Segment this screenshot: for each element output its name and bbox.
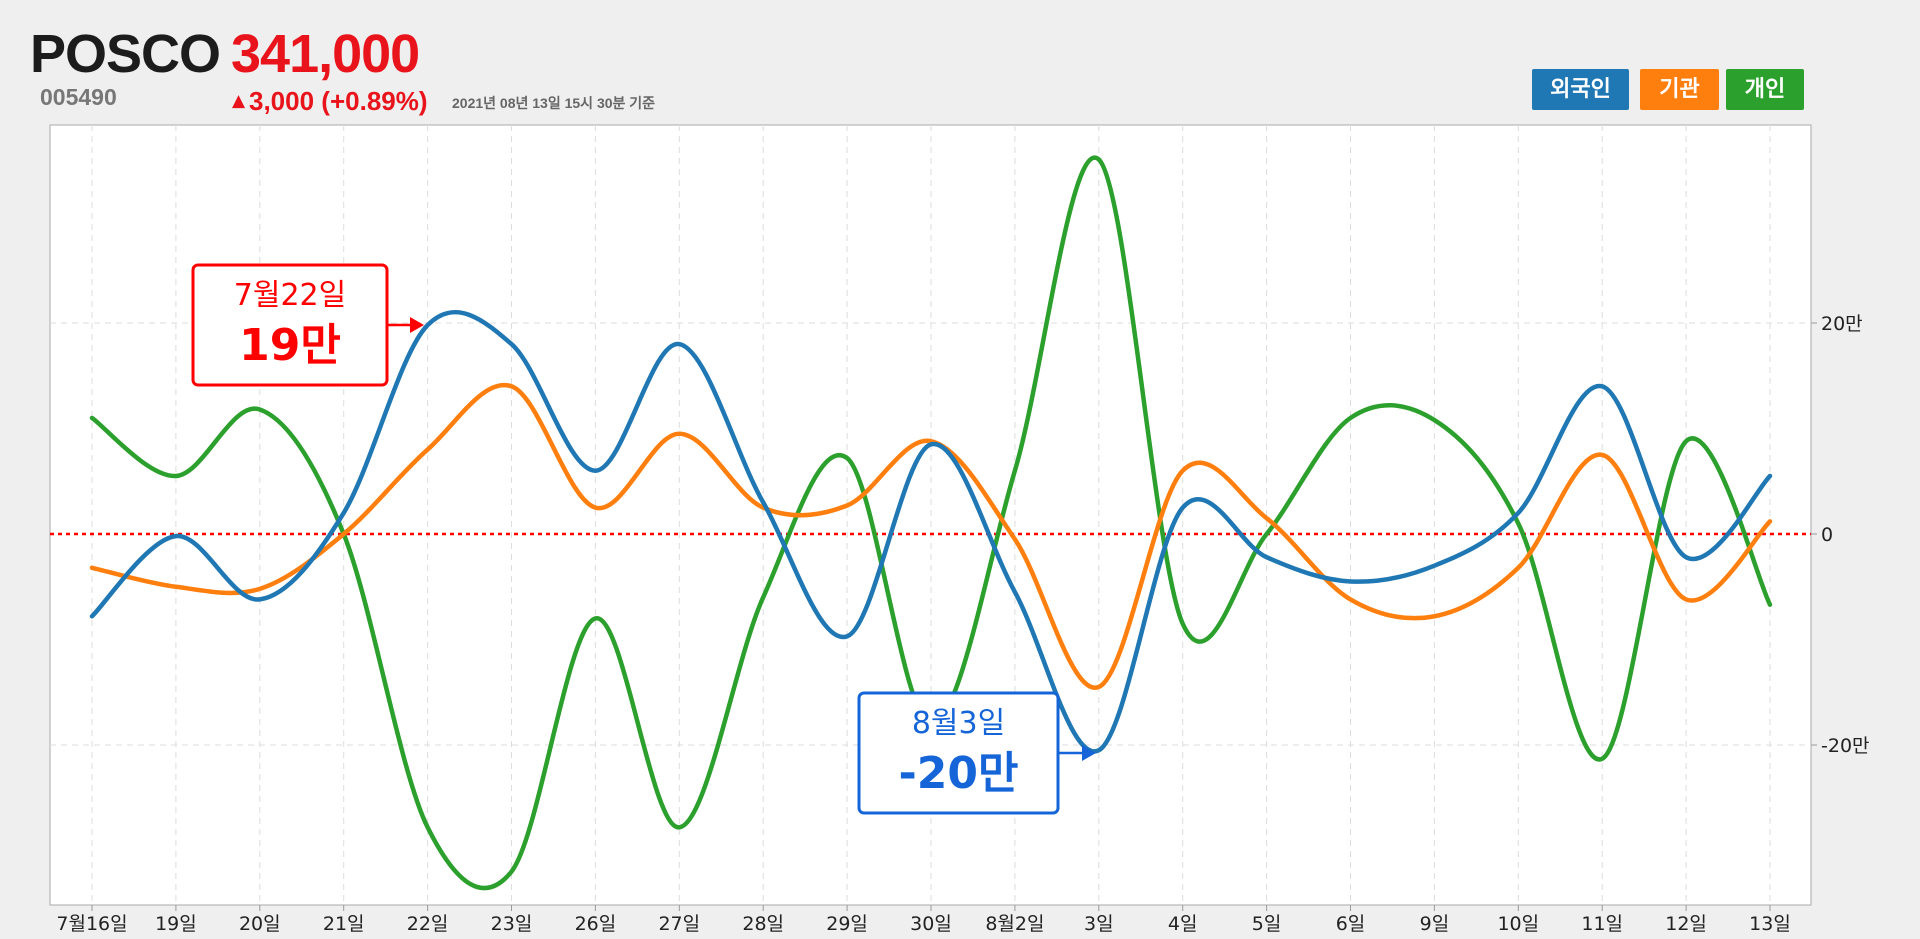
x-tick-label: 23일	[491, 913, 533, 935]
x-tick-label: 12일	[1665, 913, 1707, 935]
x-tick-label: 13일	[1749, 913, 1791, 935]
x-tick-label: 11일	[1581, 913, 1623, 935]
x-tick-label: 28일	[742, 913, 784, 935]
stock-code: 005490	[40, 84, 117, 110]
x-tick-label: 22일	[407, 913, 449, 935]
series-institution-line	[89, 382, 1773, 690]
x-tick-label: 6일	[1336, 913, 1366, 935]
max-callout-value: 19만	[239, 320, 341, 371]
max-callout: 7월22일 19만	[191, 263, 424, 387]
y-tick-label: 20만	[1821, 313, 1863, 335]
max-callout-date: 7월22일	[234, 278, 346, 313]
company-name: POSCO	[30, 24, 221, 84]
up-arrow-icon: ▲	[232, 91, 246, 111]
series-individual-line	[89, 155, 1773, 891]
timestamp: 2021년 08년 13일 15시 30분 기준	[452, 95, 656, 111]
min-callout: 8월3일 -20만	[857, 691, 1096, 815]
x-tick-label: 3일	[1084, 913, 1114, 935]
callouts: 7월22일 19만 8월3일 -20만	[191, 263, 1096, 815]
x-tick-label: 10일	[1497, 913, 1539, 935]
min-callout-arrowhead	[1082, 745, 1096, 761]
axis-ticks: 7월16일 19일 20일 21일 22일 23일 26일 27일 28일 29일 30일 8월2일 3…	[56, 313, 1869, 935]
x-tick-label: 7월16일	[56, 913, 127, 935]
header: POSCO 005490 341,000 ▲ 3,000 (+0.89%) 20…	[0, 0, 1920, 125]
x-tick-label: 29일	[826, 913, 868, 935]
legend-foreign[interactable]: 외국인	[1532, 69, 1629, 110]
y-tick-label: 0	[1821, 524, 1833, 546]
x-tick-label: 21일	[323, 913, 365, 935]
series-foreign-line	[89, 310, 1773, 754]
x-tick-label: 30일	[910, 913, 952, 935]
current-price: 341,000	[231, 24, 420, 84]
series-layer	[89, 155, 1773, 891]
x-tick-label: 20일	[239, 913, 281, 935]
legend-institution[interactable]: 기관	[1640, 69, 1719, 110]
max-callout-arrowhead	[410, 317, 424, 333]
x-tick-label: 19일	[155, 913, 197, 935]
legend-individual[interactable]: 개인	[1726, 69, 1804, 110]
price-change: 3,000 (+0.89%)	[249, 86, 428, 116]
x-tick-label: 27일	[658, 913, 700, 935]
x-tick-label: 4일	[1168, 913, 1198, 935]
x-tick-label: 9일	[1420, 913, 1450, 935]
x-tick-label: 5일	[1252, 913, 1282, 935]
x-tick-label: 26일	[575, 913, 617, 935]
min-callout-value: -20만	[899, 748, 1019, 799]
x-tick-label: 8월2일	[985, 913, 1044, 935]
y-tick-label: -20만	[1821, 735, 1870, 757]
min-callout-date: 8월3일	[912, 706, 1005, 741]
